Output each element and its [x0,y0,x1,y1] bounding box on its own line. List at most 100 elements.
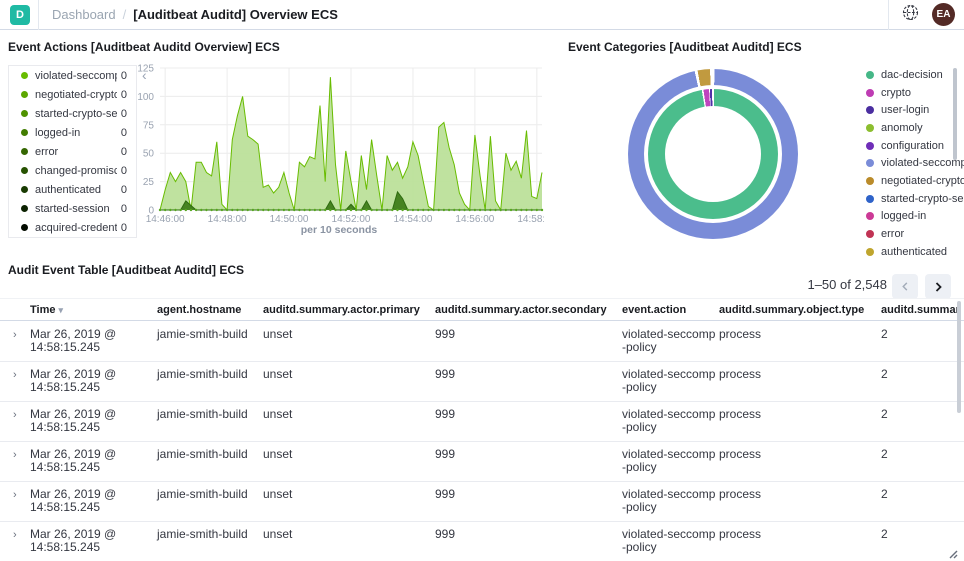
legend-color-dot [866,176,874,185]
event-categories-legend-item[interactable]: error [866,225,964,243]
row-expand-icon[interactable]: › [13,369,17,381]
event-actions-legend-item[interactable]: authenticated 0 [9,180,136,199]
legend-item-value: 0 [120,164,127,177]
table-cell: process [719,327,762,341]
legend-color-dot [21,148,28,155]
legend-item-label: changed-promiscuo... [35,164,117,177]
legend-item-value: 0 [120,202,127,215]
event-categories-legend-item[interactable]: started-crypto-se... [866,190,964,208]
globe-icon[interactable] [889,4,932,26]
column-header-event-action[interactable]: event.action [622,304,687,316]
event-actions-legend-item[interactable]: started-session 0 [9,199,136,218]
user-avatar[interactable]: EA [932,3,955,26]
column-header-auditd-summary-actor-secondary[interactable]: auditd.summary.actor.secondary [435,304,607,316]
event-actions-legend-item[interactable]: negotiated-crypto-key 0 [9,85,136,104]
svg-text:14:46:00: 14:46:00 [146,214,185,225]
row-expand-icon[interactable]: › [13,329,17,341]
legend-color-dot [21,110,28,117]
table-scrollbar-thumb[interactable] [957,301,961,413]
table-cell: 2 [881,487,888,501]
column-header-auditd-summary[interactable]: auditd.summary [881,304,961,316]
legend-item-label: authenticated [881,245,948,258]
table-cell: unset [263,527,293,541]
column-header-auditd-summary-object-type[interactable]: auditd.summary.object.type [719,304,865,316]
legend-color-dot [866,212,874,221]
legend-item-label: error [35,145,59,158]
topbar-divider [38,0,39,30]
svg-text:14:56:00: 14:56:00 [455,214,494,225]
event-categories-legend-item[interactable]: user-login [866,101,964,119]
legend-item-label: started-crypto-se... [881,192,964,205]
audit-table-header-row: Time ▾ agent.hostname auditd.summary.actor.… [0,298,964,321]
event-categories-legend-item[interactable]: dac-decision [866,66,964,84]
legend-item-label: logged-in [35,126,81,139]
event-categories-legend-item[interactable]: logged-in [866,208,964,226]
event-categories-panel-title: Event Categories [Auditbeat Auditd] ECS [568,40,802,54]
panel-resize-grip[interactable] [947,546,958,561]
table-cell: Mar 26, 2019 @ 14:58:15.245 [30,327,117,354]
event-actions-legend-item[interactable]: started-crypto-sessi... 0 [9,104,136,123]
row-expand-icon[interactable]: › [13,489,17,501]
space-logo[interactable]: D [10,4,30,25]
table-cell: unset [263,407,293,421]
table-cell: process [719,367,762,381]
pagination-next-button[interactable] [925,274,951,299]
table-cell: 2 [881,327,888,341]
legend-collapse-icon[interactable]: ‹ [142,67,147,83]
svg-text:14:48:00: 14:48:00 [208,214,247,225]
event-categories-legend-item[interactable]: anomoly [866,119,964,137]
event-actions-legend-item[interactable]: violated-seccomp-p... 0 [9,66,136,85]
legend-color-dot [21,91,28,98]
legend-item-value: 0 [120,183,127,196]
legend-item-label: configuration [881,139,944,152]
table-cell: Mar 26, 2019 @ 14:58:15.245 [30,527,117,554]
legend-scrollbar-thumb[interactable] [953,68,957,160]
svg-text:14:58:00: 14:58:00 [517,214,544,225]
pagination-prev-button[interactable] [892,274,918,299]
event-actions-legend: violated-seccomp-p... 0 negotiated-crypt… [8,65,137,238]
table-cell: Mar 26, 2019 @ 14:58:15.245 [30,487,117,514]
legend-item-label: error [881,228,905,241]
top-navigation-bar: D Dashboard / [Auditbeat Auditd] Overvie… [0,0,964,30]
row-expand-icon[interactable]: › [13,529,17,541]
event-actions-legend-item[interactable]: logged-in 0 [9,123,136,142]
breadcrumb-separator: / [122,7,127,22]
event-categories-legend-item[interactable]: violated-seccomp... [866,154,964,172]
column-header-auditd-summary-actor-primary[interactable]: auditd.summary.actor.primary [263,304,420,316]
audit-table-panel-title: Audit Event Table [Auditbeat Auditd] ECS [8,263,244,277]
svg-text:50: 50 [143,149,155,160]
event-categories-donut[interactable] [628,69,798,239]
event-actions-legend-item[interactable]: acquired-credentials 0 [9,218,136,237]
event-categories-legend-item[interactable]: configuration [866,137,964,155]
legend-color-dot [866,70,874,79]
legend-color-dot [866,88,874,97]
column-header-time[interactable]: Time ▾ [30,304,64,316]
table-cell: 2 [881,447,888,461]
row-expand-icon[interactable]: › [13,449,17,461]
chevron-right-icon [935,281,942,292]
event-actions-legend-item[interactable]: error 0 [9,142,136,161]
table-cell: Mar 26, 2019 @ 14:58:15.245 [30,367,117,394]
event-actions-legend-item[interactable]: changed-promiscuo... 0 [9,161,136,180]
event-actions-area-chart: 0 25 50 75 100 125 14:46:00 14:48:00 14:50:00 14:… [137,64,544,225]
event-categories-legend-item[interactable]: authenticated [866,243,964,261]
event-categories-legend-item[interactable]: negotiated-crypto... [866,172,964,190]
svg-text:125: 125 [137,64,154,75]
event-categories-legend-item[interactable]: crypto [866,84,964,102]
sort-desc-icon: ▾ [58,305,64,315]
pagination-range-label: 1–50 of 2,548 [807,277,887,292]
legend-color-dot [21,186,28,193]
breadcrumb-dashboard-link[interactable]: Dashboard [52,7,116,22]
legend-item-label: started-session [35,202,110,215]
legend-color-dot [21,72,28,79]
table-cell: process [719,447,762,461]
row-expand-icon[interactable]: › [13,409,17,421]
table-cell: jamie-smith-build [157,367,248,381]
table-cell: jamie-smith-build [157,527,248,541]
legend-item-label: anomoly [881,121,923,134]
legend-item-value: 0 [120,126,127,139]
column-header-agent-hostname[interactable]: agent.hostname [157,304,242,316]
table-cell: 999 [435,487,456,501]
legend-color-dot [21,205,28,212]
svg-text:0: 0 [148,206,154,217]
